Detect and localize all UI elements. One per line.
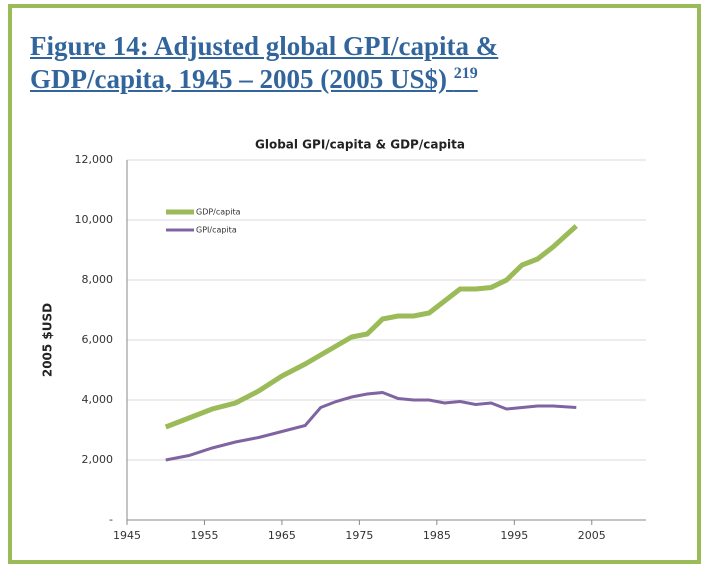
- y-tick-label: 10,000: [75, 213, 114, 226]
- frame: [8, 4, 701, 564]
- line-series: [164, 224, 578, 430]
- x-tick-label: 1995: [500, 529, 528, 542]
- x-tick-label: 1975: [345, 529, 373, 542]
- y-tick-label: 4,000: [82, 393, 114, 406]
- figure-heading: Figure 14: Adjusted global GPI/capita & …: [30, 32, 530, 93]
- y-tick-label: 2,000: [82, 453, 114, 466]
- x-tick-label: 1965: [268, 529, 296, 542]
- x-tick-label: 2005: [578, 529, 606, 542]
- x-tick-label: 1955: [190, 529, 218, 542]
- y-tick-label: 12,000: [75, 153, 114, 166]
- y-tick-label: 6,000: [82, 333, 114, 346]
- heading-text: Figure 14: Adjusted global GPI/capita & …: [30, 31, 499, 94]
- chart-title: Global GPI/capita & GDP/capita: [255, 138, 465, 152]
- line-series: [165, 390, 577, 462]
- x-tick-label: 1985: [423, 529, 451, 542]
- legend-label: GPI/capita: [196, 226, 237, 235]
- y-tick-label: 8,000: [82, 273, 114, 286]
- legend-label: GDP/capita: [196, 208, 241, 217]
- x-tick-label: 1945: [113, 529, 141, 542]
- heading-superscript: 219: [453, 65, 478, 82]
- y-tick-label: -: [109, 513, 113, 526]
- y-axis-label: 2005 $USD: [41, 303, 55, 377]
